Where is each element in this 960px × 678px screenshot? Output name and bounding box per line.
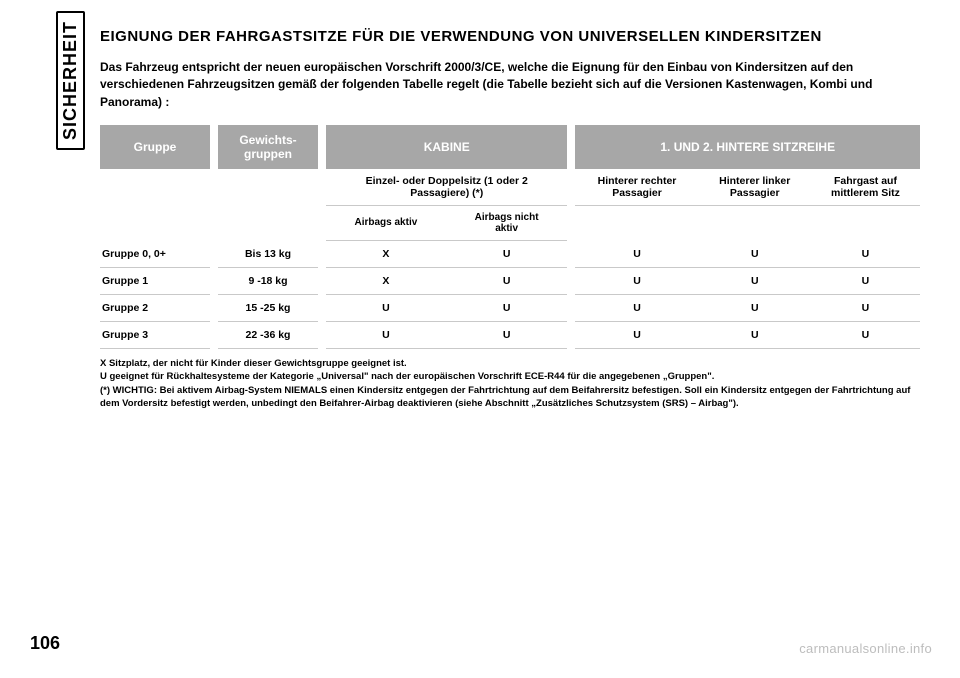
cell: U <box>575 240 698 267</box>
th-gewicht: Gewichts- gruppen <box>218 125 318 169</box>
th-kabine: KABINE <box>326 125 567 169</box>
cell: U <box>446 294 568 321</box>
cell-group: Gruppe 2 <box>100 294 210 321</box>
cell-group: Gruppe 0, 0+ <box>100 240 210 267</box>
th-hintere: 1. UND 2. HINTERE SITZREIHE <box>575 125 920 169</box>
cell: X <box>326 267 446 294</box>
cell-weight: 15 -25 kg <box>218 294 318 321</box>
note-line: (*) WICHTIG: Bei aktivem Airbag-System N… <box>100 384 920 411</box>
th-rear-mid: Fahrgast auf mittlerem Sitz <box>811 169 920 206</box>
table-row: Gruppe 0, 0+ Bis 13 kg X U U U U <box>100 240 920 267</box>
cell: U <box>575 267 698 294</box>
intro-paragraph: Das Fahrzeug entspricht der neuen europä… <box>100 59 920 111</box>
cell: U <box>699 294 811 321</box>
table-row: Gruppe 1 9 -18 kg X U U U U <box>100 267 920 294</box>
table-row: Gruppe 3 22 -36 kg U U U U U <box>100 321 920 348</box>
table-row: Gruppe 2 15 -25 kg U U U U U <box>100 294 920 321</box>
cell-group: Gruppe 3 <box>100 321 210 348</box>
cell-weight: 22 -36 kg <box>218 321 318 348</box>
suitability-table: Gruppe Gewichts- gruppen KABINE 1. UND 2… <box>100 125 920 349</box>
cell: U <box>811 294 920 321</box>
cell: U <box>811 240 920 267</box>
cell-weight: 9 -18 kg <box>218 267 318 294</box>
th-rear-right: Hinterer rechter Passagier <box>575 169 698 206</box>
cell: U <box>326 294 446 321</box>
page-title: EIGNUNG DER FAHRGASTSITZE FÜR DIE VERWEN… <box>100 28 920 47</box>
th-rear-left: Hinterer linker Passagier <box>699 169 811 206</box>
cell: U <box>575 294 698 321</box>
cell-weight: Bis 13 kg <box>218 240 318 267</box>
note-line: U geeignet für Rückhaltesysteme der Kate… <box>100 370 920 383</box>
footer-watermark: carmanualsonline.info <box>799 641 932 656</box>
cell: U <box>811 267 920 294</box>
th-gruppe: Gruppe <box>100 125 210 169</box>
cell: U <box>446 267 568 294</box>
cell: U <box>699 240 811 267</box>
cell: U <box>446 321 568 348</box>
table-notes: X Sitzplatz, der nicht für Kinder dieser… <box>100 357 920 410</box>
cell: U <box>811 321 920 348</box>
cell: U <box>575 321 698 348</box>
cell: U <box>699 267 811 294</box>
page-number: 106 <box>30 633 60 654</box>
cell: U <box>699 321 811 348</box>
section-side-label: SICHERHEIT <box>56 11 85 150</box>
page-content: EIGNUNG DER FAHRGASTSITZE FÜR DIE VERWEN… <box>100 28 920 410</box>
cell: X <box>326 240 446 267</box>
th-airbag-off: Airbags nicht aktiv <box>446 205 568 240</box>
th-kabine-sub: Einzel- oder Doppelsitz (1 oder 2 Passag… <box>326 169 567 206</box>
cell: U <box>446 240 568 267</box>
note-line: X Sitzplatz, der nicht für Kinder dieser… <box>100 357 920 370</box>
cell-group: Gruppe 1 <box>100 267 210 294</box>
cell: U <box>326 321 446 348</box>
th-airbag-on: Airbags aktiv <box>326 205 446 240</box>
